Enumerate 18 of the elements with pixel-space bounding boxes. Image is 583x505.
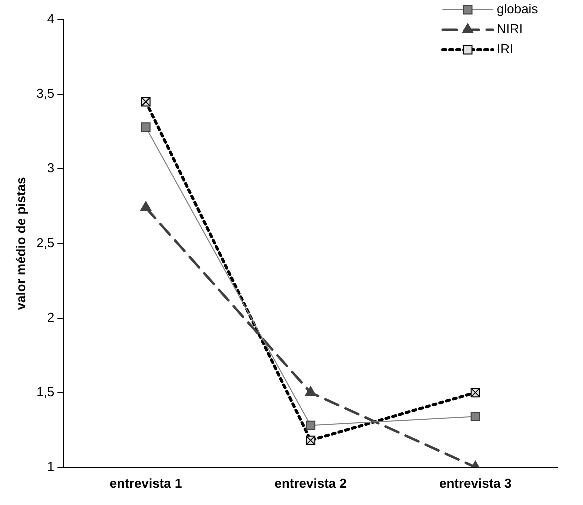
y-axis-title: valor médio de pistas [13,177,28,310]
y-tick-label: 1,5 [36,384,55,400]
point [306,420,316,430]
x-tick-label: entrevista 2 [274,476,347,491]
legend-label: IRI [497,42,514,57]
y-tick-label: 3,5 [36,86,55,102]
y-tick-label: 1 [47,458,55,474]
y-tick-label: 3 [47,160,55,176]
point [141,122,151,132]
x-tick-label: entrevista 3 [439,476,512,491]
point [470,412,480,422]
y-tick-label: 4 [47,12,55,27]
legend-label: globais [497,2,539,17]
y-tick-label: 2,5 [36,235,55,250]
x-tick-label: entrevista 1 [110,476,182,491]
legend-label: NIRI [497,22,523,37]
y-tick-label: 2 [47,310,55,325]
point [305,386,317,396]
